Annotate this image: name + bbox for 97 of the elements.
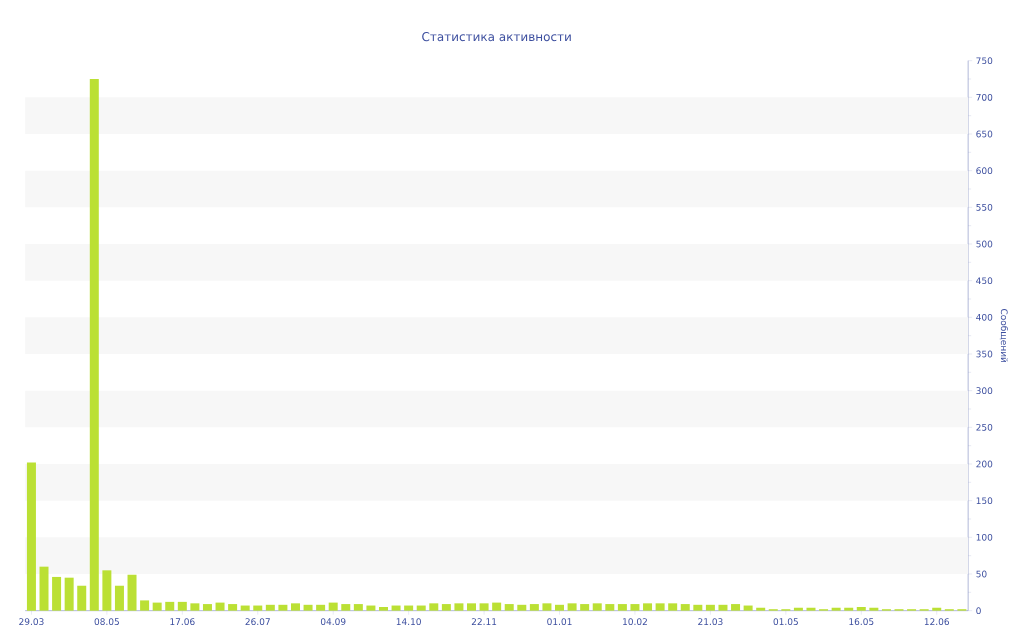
bar: [844, 607, 854, 611]
bar: [492, 602, 502, 611]
x-tick-label: 04.09: [320, 618, 346, 626]
bar: [391, 605, 401, 611]
bar: [592, 603, 602, 611]
bar: [152, 602, 162, 611]
bar: [39, 566, 49, 611]
bar: [77, 585, 87, 611]
bar: [542, 603, 552, 611]
x-tick-label: 01.05: [773, 618, 798, 626]
bar: [630, 604, 640, 611]
bar: [328, 602, 338, 611]
x-tick-label: 29.03: [19, 618, 44, 626]
bar: [404, 605, 414, 611]
bar: [127, 574, 137, 611]
y-tick-label: 450: [976, 277, 993, 285]
bar: [240, 605, 250, 611]
x-tick-label: 10.02: [623, 618, 647, 626]
bar: [64, 577, 74, 611]
bar: [102, 570, 112, 611]
bar: [454, 603, 464, 611]
bar: [228, 604, 238, 611]
y-tick-label: 650: [976, 130, 993, 138]
y-tick-label: 550: [976, 203, 993, 211]
bar: [316, 604, 326, 611]
x-tick-label: 01.01: [547, 618, 572, 626]
y-tick-label: 350: [976, 350, 993, 358]
bar: [705, 604, 715, 611]
bar: [190, 603, 200, 611]
bar: [731, 604, 741, 611]
y-axis-title: Сообщений: [999, 308, 1008, 363]
bar: [290, 603, 300, 611]
bar: [932, 607, 942, 611]
chart-title: Статистика активности: [422, 32, 571, 42]
bar: [278, 604, 288, 611]
y-tick-label: 750: [976, 57, 993, 65]
bar: [441, 604, 451, 611]
bar: [479, 603, 489, 611]
x-tick-label: 22.11: [471, 618, 497, 625]
y-tick-label: 700: [976, 93, 993, 101]
y-tick-label: 600: [976, 167, 993, 175]
bar: [378, 607, 388, 611]
bar: [114, 585, 124, 611]
y-tick-label: 400: [976, 313, 993, 321]
bar: [869, 607, 879, 611]
bar: [580, 604, 590, 611]
y-tick-label: 500: [976, 240, 993, 248]
x-tick-label: 21.03: [698, 618, 723, 626]
bar: [165, 601, 175, 611]
bar: [467, 603, 476, 611]
y-tick-label: 250: [976, 423, 993, 431]
x-tick-label: 12.06: [924, 618, 950, 626]
bar: [504, 604, 514, 611]
y-tick-label: 200: [976, 460, 993, 468]
bar: [655, 603, 665, 611]
bar: [680, 604, 690, 611]
bar: [89, 79, 99, 611]
bar: [177, 601, 187, 611]
bar: [416, 605, 426, 611]
bar: [693, 604, 703, 611]
y-tick-label: 100: [976, 533, 993, 541]
bar: [756, 607, 766, 611]
bar: [517, 604, 527, 611]
bar: [743, 605, 753, 611]
bar: [140, 600, 150, 611]
bar: [718, 604, 728, 611]
bar: [26, 462, 36, 611]
y-tick-label: 50: [976, 570, 987, 578]
x-tick-label: 16.05: [849, 618, 874, 626]
bar: [253, 605, 263, 611]
bar: [806, 607, 816, 611]
y-tick-label: 0: [976, 607, 981, 615]
bar: [856, 607, 866, 611]
bar: [617, 604, 627, 611]
x-tick-label: 26.07: [245, 618, 270, 626]
bar: [202, 604, 212, 611]
bar: [353, 604, 363, 611]
bar: [215, 602, 225, 611]
bar: [793, 607, 803, 611]
bar: [831, 607, 841, 611]
bar: [265, 604, 275, 611]
bar: [555, 604, 565, 611]
bar: [341, 604, 351, 611]
bar: [52, 576, 62, 611]
y-tick-label: 150: [976, 497, 993, 505]
bar: [529, 604, 539, 611]
bar: [567, 603, 577, 611]
x-tick-label: 17.06: [170, 618, 195, 626]
bar: [605, 604, 615, 611]
x-tick-label: 14.10: [396, 618, 421, 626]
bar: [303, 604, 313, 611]
x-tick-label: 08.05: [94, 618, 119, 626]
bar: [366, 605, 376, 611]
bar: [429, 603, 439, 611]
bar: [668, 603, 678, 611]
y-tick-label: 300: [976, 387, 993, 395]
bar: [643, 603, 653, 611]
